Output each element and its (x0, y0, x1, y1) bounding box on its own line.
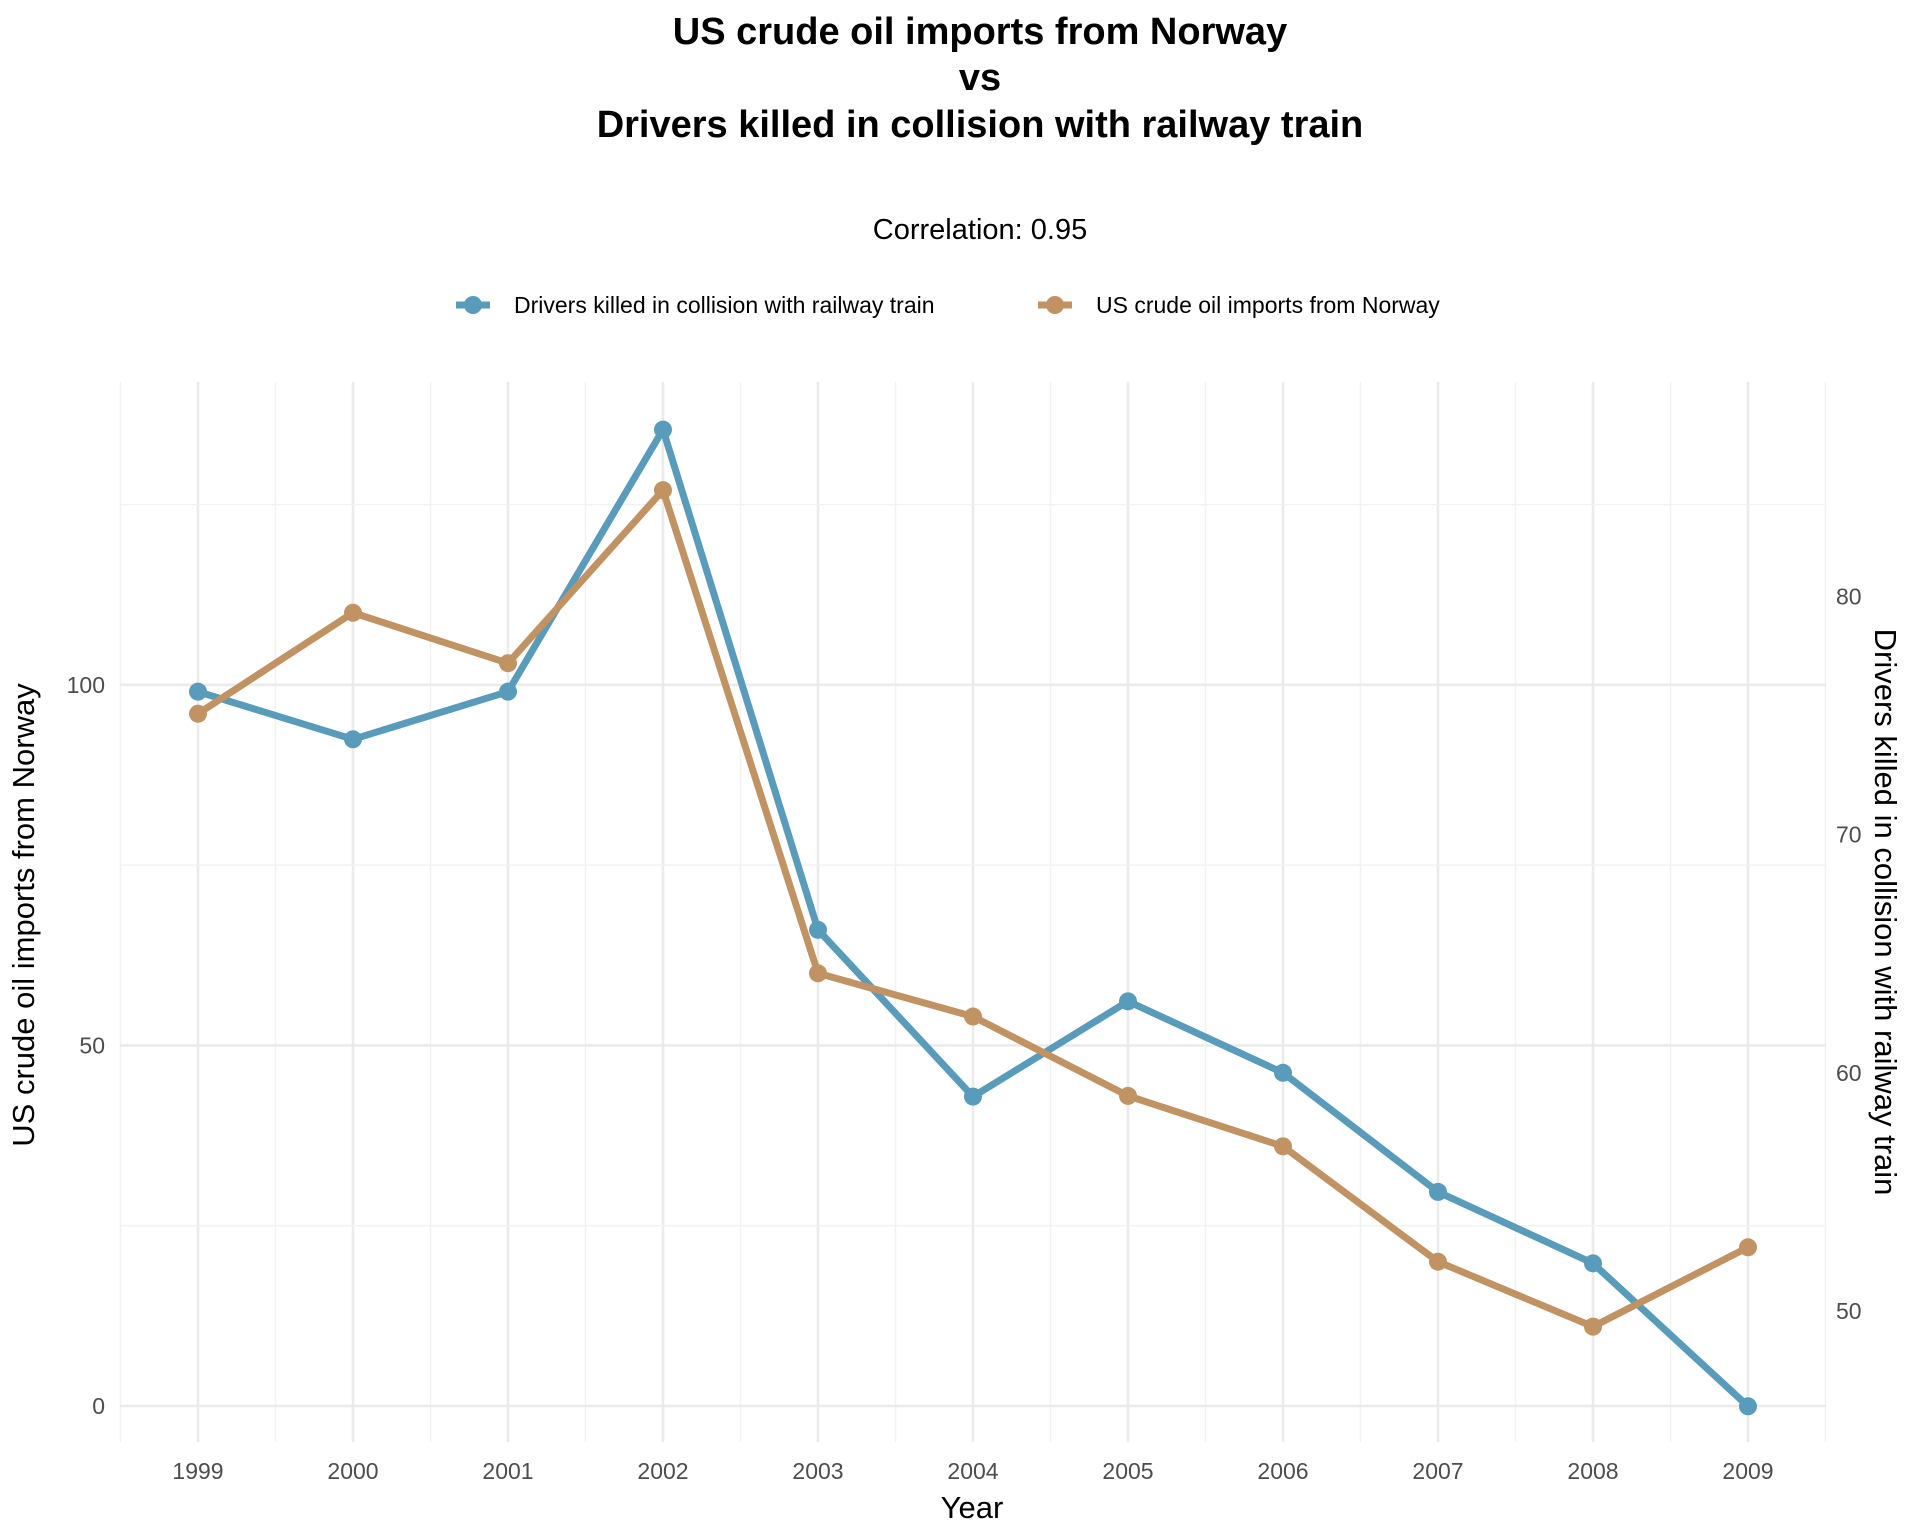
data-point (1429, 1182, 1447, 1201)
x-tick-label: 2001 (482, 1458, 533, 1484)
chart-title: US crude oil imports from Norway vs Driv… (597, 11, 1364, 146)
y-left-tick-label: 0 (92, 1393, 105, 1419)
data-point (1584, 1317, 1602, 1336)
series-drivers-killed (189, 420, 1757, 1416)
x-tick-label: 2004 (947, 1458, 998, 1484)
x-tick-label: 2008 (1567, 1458, 1618, 1484)
x-tick-label: 2000 (327, 1458, 378, 1484)
y-axis-right-title: Drivers killed in collision with railway… (1868, 629, 1903, 1196)
legend-item: US crude oil imports from Norway (1038, 292, 1440, 318)
y-right-tick-label: 60 (1836, 1060, 1862, 1086)
chart-subtitle: Correlation: 0.95 (873, 214, 1087, 246)
x-tick-label: 2006 (1257, 1458, 1308, 1484)
legend-label: Drivers killed in collision with railway… (514, 292, 935, 318)
data-point (1274, 1063, 1292, 1082)
title-line-2: vs (959, 57, 1001, 99)
legend-marker (1046, 296, 1064, 314)
x-tick-label: 2002 (637, 1458, 688, 1484)
x-tick-label: 2007 (1412, 1458, 1463, 1484)
data-point (1739, 1238, 1757, 1257)
data-point (964, 1007, 982, 1026)
series-layer (189, 420, 1757, 1416)
title-line-1: US crude oil imports from Norway (673, 11, 1287, 53)
data-point (654, 481, 672, 500)
y-right-tick-label: 70 (1836, 822, 1862, 848)
axes-layer: 0 50 100 50 60 70 80 1999 2000 2001 2002 2003 2004 20… (67, 583, 1862, 1484)
data-point (189, 704, 207, 723)
data-point (189, 682, 207, 701)
data-point (499, 654, 517, 673)
grid (119, 382, 1827, 1442)
x-tick-label: 2005 (1102, 1458, 1153, 1484)
x-tick-label: 2003 (792, 1458, 843, 1484)
y-right-tick-label: 80 (1836, 583, 1862, 609)
data-point (654, 420, 672, 439)
data-point (1274, 1137, 1292, 1156)
series-oil-imports (189, 481, 1757, 1336)
data-point (1429, 1252, 1447, 1271)
data-point (809, 964, 827, 983)
y-left-tick-label: 50 (79, 1032, 105, 1058)
x-tick-label: 1999 (172, 1458, 223, 1484)
data-point (809, 920, 827, 939)
y-left-tick-label: 100 (67, 672, 105, 698)
data-point (1119, 1086, 1137, 1105)
data-point (499, 682, 517, 701)
title-line-3: Drivers killed in collision with railway… (597, 104, 1364, 146)
data-point (344, 730, 362, 749)
y-right-tick-label: 50 (1836, 1298, 1862, 1324)
legend-marker (464, 296, 482, 314)
data-point (1739, 1397, 1757, 1416)
data-point (1584, 1254, 1602, 1273)
legend: Drivers killed in collision with railway… (456, 292, 1440, 318)
legend-label: US crude oil imports from Norway (1096, 292, 1440, 318)
legend-item: Drivers killed in collision with railway… (456, 292, 935, 318)
x-axis-title: Year (941, 1490, 1004, 1525)
x-tick-label: 2009 (1722, 1458, 1773, 1484)
data-point (344, 603, 362, 622)
data-point (964, 1087, 982, 1106)
data-point (1119, 992, 1137, 1011)
y-axis-left-title: US crude oil imports from Norway (6, 683, 41, 1147)
